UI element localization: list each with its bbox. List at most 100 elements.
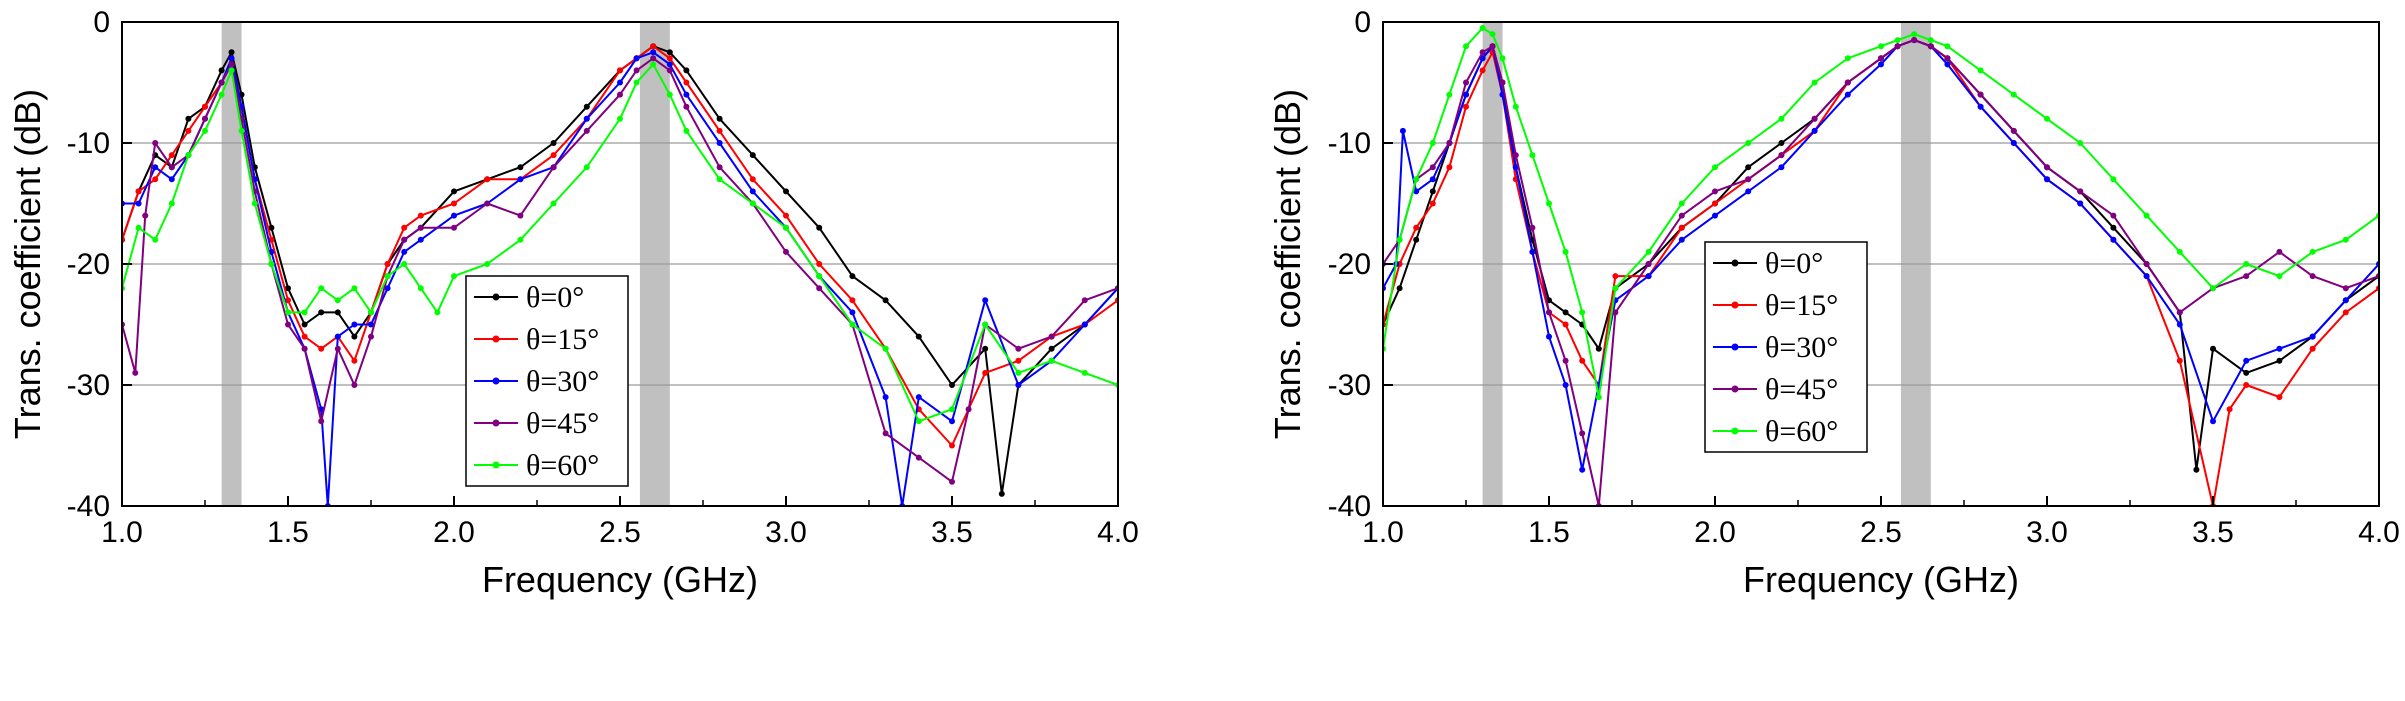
y-tick-label: 0 bbox=[1354, 6, 1371, 39]
y-tick-label: 0 bbox=[93, 6, 110, 39]
data-point bbox=[1712, 164, 1718, 171]
data-point bbox=[1413, 188, 1420, 195]
data-point bbox=[2309, 273, 2316, 280]
data-point bbox=[1678, 236, 1685, 243]
series-line bbox=[122, 63, 1118, 423]
data-point bbox=[1712, 212, 1718, 219]
data-point bbox=[749, 176, 756, 183]
data-point bbox=[915, 394, 922, 401]
data-point bbox=[451, 212, 457, 219]
data-point bbox=[1844, 91, 1851, 98]
data-point bbox=[1081, 369, 1088, 376]
data-point bbox=[716, 176, 723, 183]
data-point bbox=[783, 224, 789, 231]
data-point bbox=[1811, 127, 1818, 134]
data-point bbox=[368, 309, 374, 316]
data-point bbox=[451, 200, 457, 207]
data-point bbox=[816, 285, 823, 292]
data-point bbox=[998, 490, 1005, 497]
data-point bbox=[218, 67, 225, 74]
series-1 bbox=[1383, 37, 2379, 506]
x-tick-label: 4.0 bbox=[1097, 516, 1139, 549]
data-point bbox=[783, 212, 789, 219]
data-point bbox=[351, 382, 358, 388]
data-point bbox=[1811, 115, 1818, 122]
data-point bbox=[633, 55, 640, 62]
data-point bbox=[301, 333, 308, 340]
data-point bbox=[2010, 127, 2017, 134]
data-point bbox=[168, 200, 175, 207]
data-point bbox=[683, 103, 690, 110]
data-point bbox=[2342, 297, 2349, 304]
data-point bbox=[285, 309, 291, 316]
data-point bbox=[550, 200, 557, 207]
data-point bbox=[666, 55, 673, 62]
legend-marker bbox=[492, 335, 500, 343]
legend-label: θ=0° bbox=[526, 281, 584, 314]
data-point bbox=[915, 418, 922, 425]
legend-label: θ=15° bbox=[526, 323, 599, 356]
data-point bbox=[1015, 357, 1022, 364]
data-point bbox=[132, 369, 139, 376]
data-point bbox=[1015, 345, 1022, 352]
data-point bbox=[1463, 79, 1469, 86]
data-point bbox=[2176, 321, 2183, 328]
data-point bbox=[451, 224, 457, 231]
data-point bbox=[218, 79, 225, 86]
data-point bbox=[228, 49, 235, 56]
data-point bbox=[1546, 200, 1552, 207]
data-point bbox=[2077, 140, 2084, 146]
data-point bbox=[2309, 345, 2316, 352]
data-point bbox=[1048, 345, 1055, 352]
data-point bbox=[2276, 273, 2283, 280]
data-point bbox=[2143, 273, 2150, 280]
y-tick-label: -30 bbox=[1328, 369, 1371, 402]
data-point bbox=[285, 285, 291, 292]
data-point bbox=[2110, 224, 2117, 231]
data-point bbox=[650, 49, 657, 56]
data-point bbox=[1977, 103, 1984, 110]
data-point bbox=[135, 200, 142, 207]
series-3 bbox=[1383, 37, 2379, 506]
data-point bbox=[2110, 212, 2117, 219]
data-point bbox=[417, 236, 424, 243]
data-point bbox=[152, 236, 159, 243]
data-point bbox=[882, 394, 889, 401]
data-point bbox=[1844, 79, 1851, 86]
data-point bbox=[1778, 140, 1785, 146]
data-point bbox=[1463, 103, 1469, 110]
chart-panel-right: 1.0 1.5 2.0 2.5 3.0 3.5 4.0 0 -10 -20 -30 -40 Freque… bbox=[1267, 6, 2400, 600]
data-point bbox=[2276, 345, 2283, 352]
data-point bbox=[228, 67, 235, 74]
data-point bbox=[202, 103, 208, 110]
x-tick-label: 3.5 bbox=[2192, 516, 2234, 549]
data-point bbox=[749, 200, 756, 207]
data-point bbox=[1015, 382, 1022, 388]
legend-label: θ=15° bbox=[1765, 289, 1838, 322]
data-point bbox=[268, 224, 275, 231]
data-point bbox=[1894, 43, 1901, 50]
data-point bbox=[1529, 248, 1536, 255]
data-point bbox=[2077, 200, 2084, 207]
legend-marker bbox=[1731, 343, 1739, 351]
data-point bbox=[1579, 430, 1586, 437]
data-point bbox=[1977, 67, 1984, 74]
data-point bbox=[982, 297, 989, 304]
data-point bbox=[318, 345, 325, 352]
data-point bbox=[982, 369, 989, 376]
data-point bbox=[749, 152, 756, 159]
data-point bbox=[2276, 248, 2283, 255]
data-point bbox=[334, 333, 341, 340]
data-point bbox=[1927, 43, 1934, 50]
data-point bbox=[1499, 55, 1506, 62]
data-point bbox=[2176, 357, 2183, 364]
data-point bbox=[1595, 345, 1602, 352]
data-point bbox=[882, 297, 889, 304]
y-tick-label: -20 bbox=[67, 248, 110, 281]
data-point bbox=[318, 309, 325, 316]
data-point bbox=[1446, 140, 1453, 146]
data-point bbox=[2309, 248, 2316, 255]
data-point bbox=[1512, 152, 1519, 159]
x-tick-label: 2.5 bbox=[599, 516, 641, 549]
